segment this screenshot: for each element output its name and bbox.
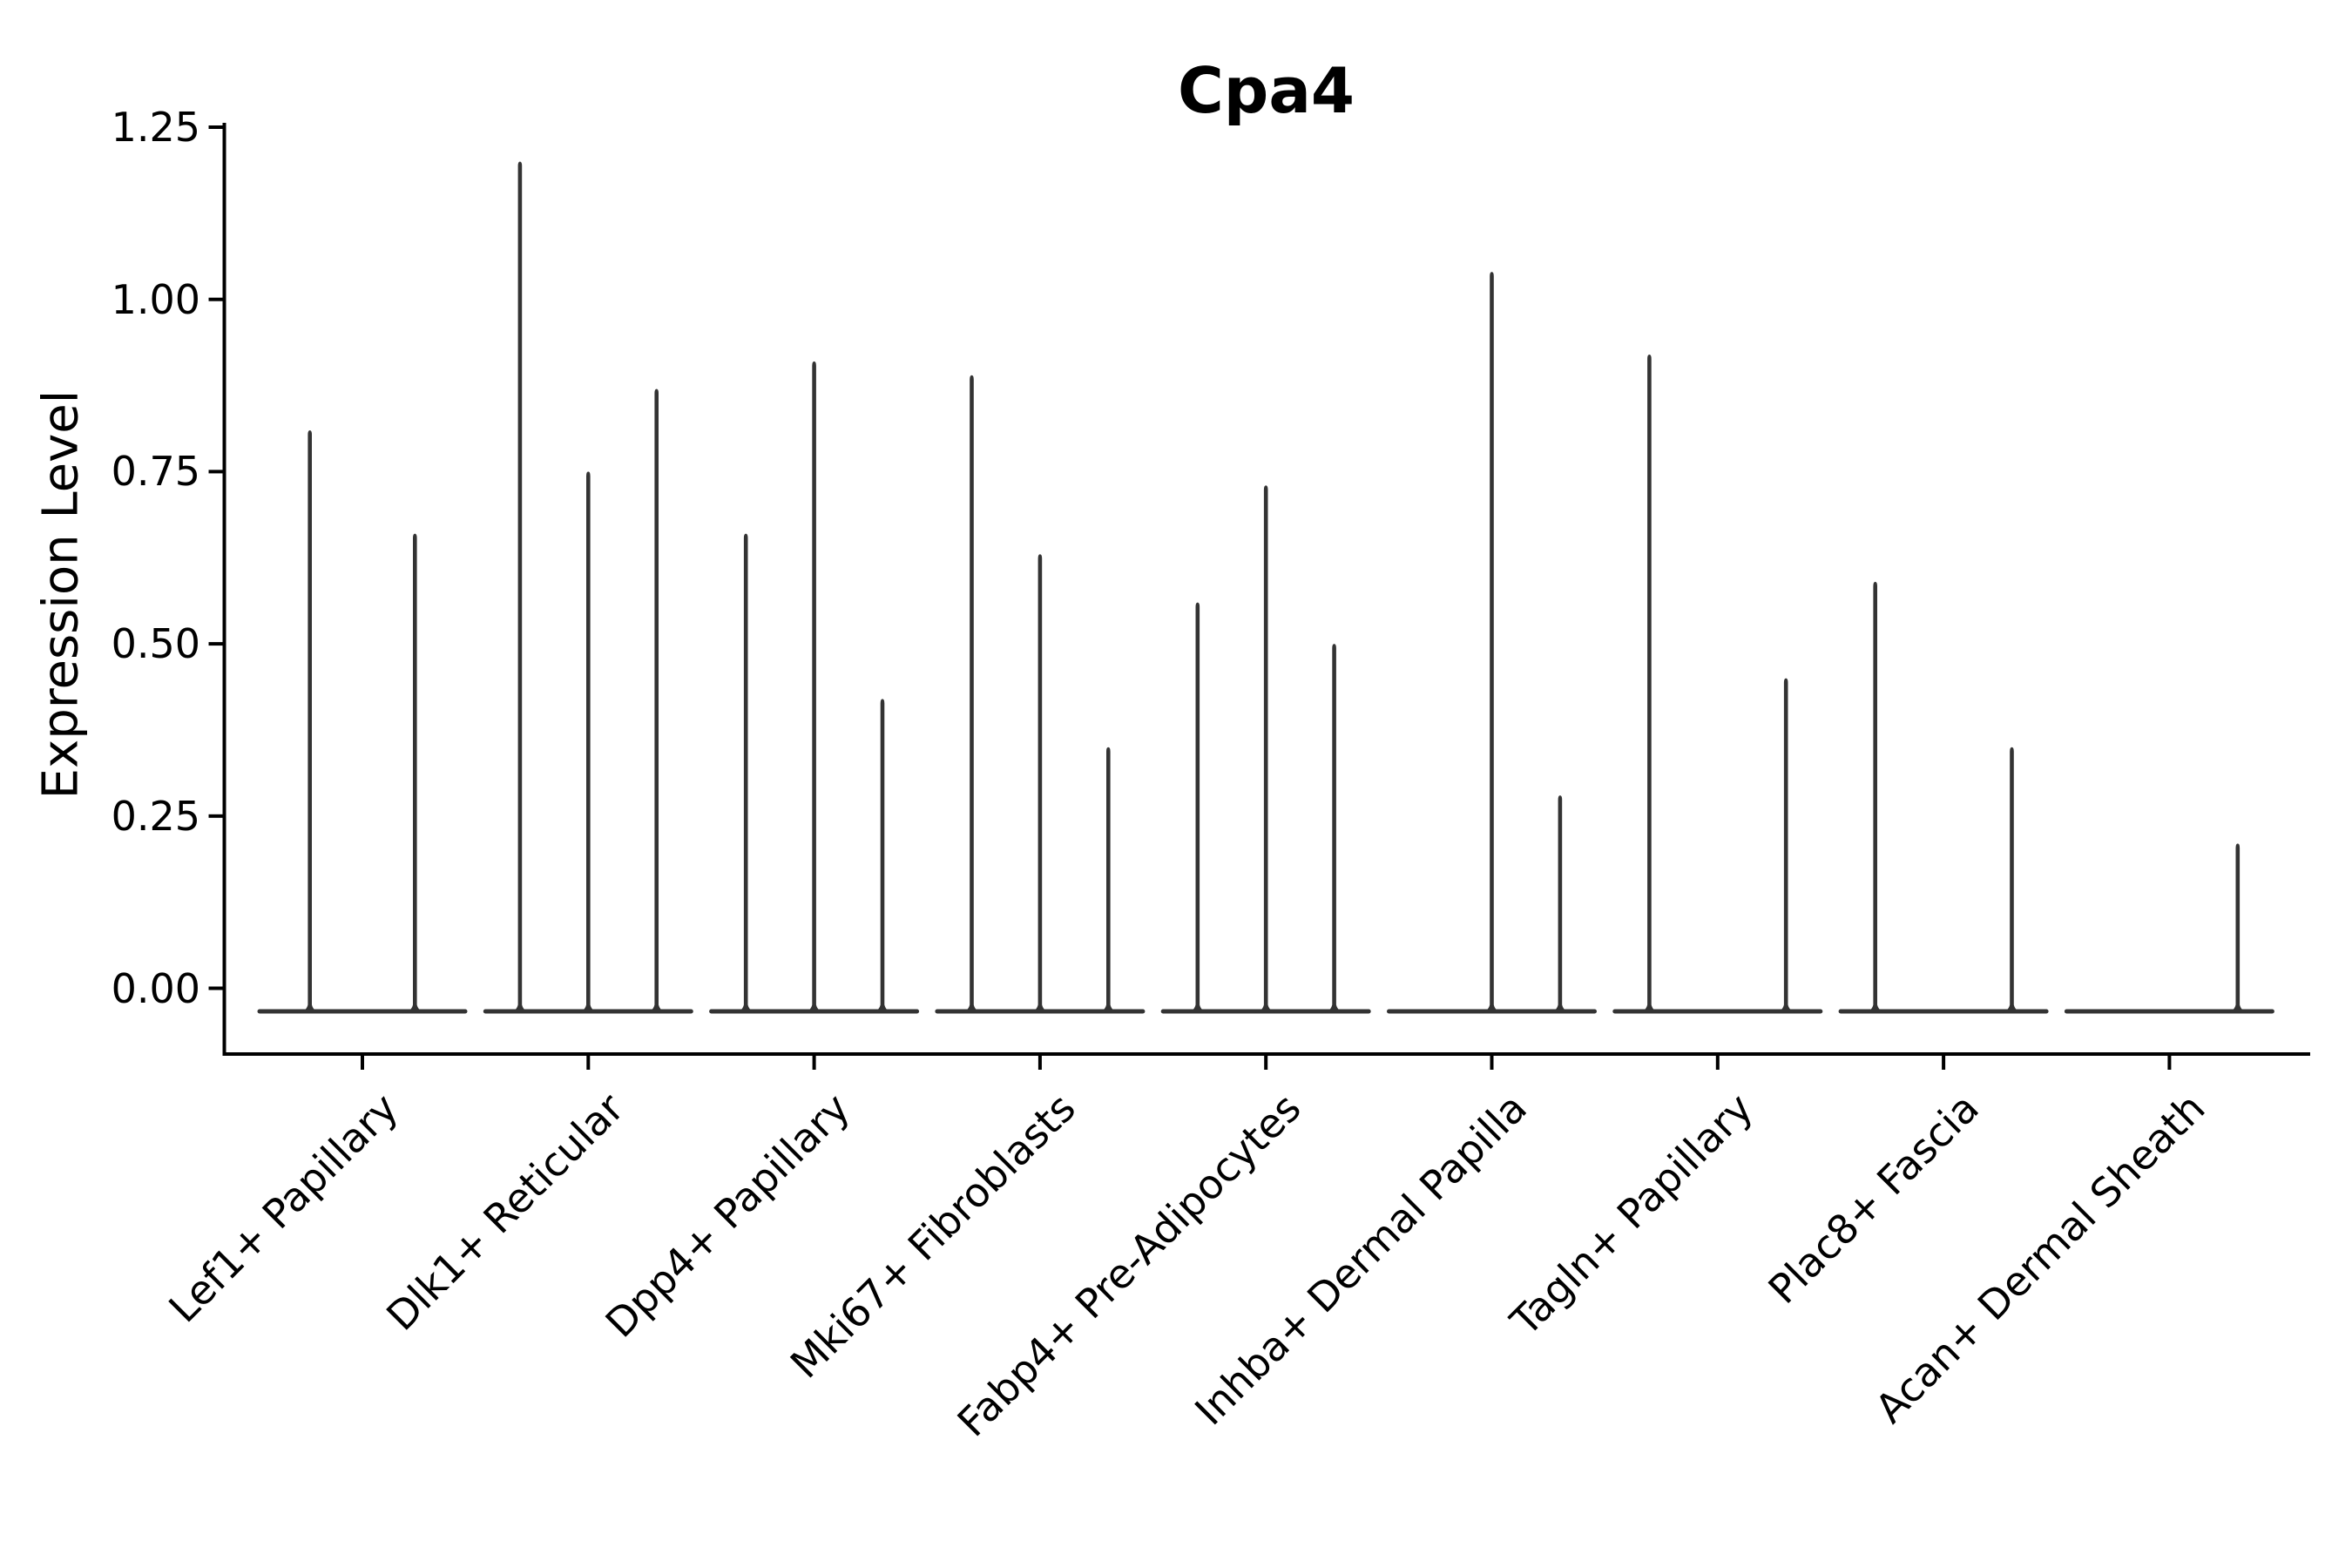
violin-spike (733, 533, 759, 1014)
x-tick (1942, 1056, 1946, 1070)
violin-base (257, 1009, 468, 1014)
violin-spike (1773, 678, 1799, 1014)
violin-spike (1185, 602, 1211, 1014)
violin-spike (959, 375, 984, 1014)
x-tick (1037, 1056, 1042, 1070)
violin-spike (801, 361, 827, 1014)
y-tick (208, 642, 223, 646)
x-tick (2167, 1056, 2172, 1070)
y-tick-label: 0.00 (111, 964, 200, 1012)
violin-spike (402, 533, 428, 1014)
violin-spike (1547, 795, 1573, 1014)
y-tick-label: 0.50 (111, 620, 200, 668)
violin-spike (576, 471, 601, 1014)
violin-spike (1096, 747, 1121, 1014)
x-tick (812, 1056, 816, 1070)
violin-spike (1321, 644, 1347, 1014)
x-tick (586, 1056, 591, 1070)
violin-base (1612, 1009, 1823, 1014)
x-tick (361, 1056, 364, 1070)
y-tick (208, 986, 223, 990)
violin-spike (2225, 843, 2251, 1014)
chart-title: Cpa4 (1177, 54, 1355, 127)
y-tick-label: 0.75 (111, 448, 200, 496)
y-tick-label: 1.00 (111, 275, 200, 323)
y-tick (208, 125, 223, 129)
x-tick (1264, 1056, 1268, 1070)
y-tick-label: 0.25 (111, 792, 200, 840)
violin-spike (297, 429, 322, 1014)
violin-spike (1479, 272, 1504, 1014)
violin-spike (1999, 747, 2024, 1014)
x-tick (1715, 1056, 1720, 1070)
x-axis-spine (222, 1052, 2310, 1056)
y-tick (208, 470, 223, 474)
y-axis-spine (222, 123, 226, 1056)
violin-base (2064, 1009, 2274, 1014)
violin-spike (644, 389, 669, 1014)
violin-base (1838, 1009, 2049, 1014)
violin-spike (1862, 581, 1888, 1014)
y-tick (208, 814, 223, 818)
y-tick-label: 1.25 (111, 104, 200, 151)
violin-spike (869, 699, 896, 1014)
violin-spike (1253, 485, 1279, 1014)
violin-spike (507, 161, 533, 1014)
violin-spike (1637, 354, 1662, 1014)
y-tick (208, 297, 223, 301)
x-tick (1490, 1056, 1494, 1070)
violin-spike (1027, 554, 1053, 1014)
